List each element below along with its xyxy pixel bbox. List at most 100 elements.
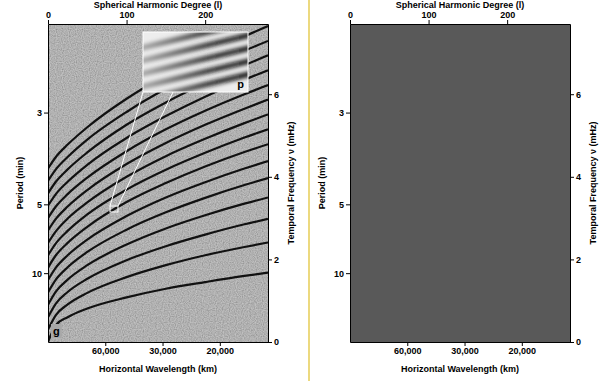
- panel-label: g: [53, 325, 60, 337]
- tick-mark: [346, 273, 350, 274]
- tick-mark: [44, 113, 48, 114]
- tick-label: 5: [339, 200, 344, 210]
- tick-label: 4: [576, 172, 581, 182]
- x-axis-top: 0 100 200: [46, 10, 269, 25]
- tick-label: 3: [37, 108, 42, 118]
- x-axis-title-bottom: Horizontal Wavelength (km): [401, 364, 519, 374]
- tick-mark: [44, 273, 48, 274]
- axis-line: [268, 25, 269, 343]
- tick-mark: [48, 20, 49, 24]
- inset-stripe: [143, 72, 248, 92]
- axis-line: [48, 25, 49, 343]
- plot-fill: [350, 24, 570, 342]
- y-axis-title-right: Temporal Frequency ν (mHz): [286, 122, 296, 245]
- tick: 4: [570, 172, 581, 182]
- x-axis-title-top: Spherical Harmonic Degree (l): [396, 0, 525, 10]
- panel: pg010020060,00030,00020,00035100246Spher…: [15, 0, 296, 374]
- inset: p: [110, 20, 258, 212]
- tick-label: 6: [576, 90, 581, 100]
- tick: 0: [46, 10, 51, 24]
- tick-mark: [570, 342, 574, 343]
- ridge-line: [48, 129, 268, 255]
- tick: 5: [339, 200, 350, 210]
- tick-label: 6: [274, 90, 279, 100]
- x-axis-title-top: Spherical Harmonic Degree (l): [94, 0, 223, 10]
- axis-line: [351, 24, 571, 25]
- y-axis-left: 3 5 10: [334, 25, 351, 343]
- tick: 100: [120, 10, 135, 24]
- inset-label: p: [237, 78, 244, 90]
- tick-mark: [346, 113, 350, 114]
- tick-label: 100: [120, 10, 135, 20]
- tick: 2: [268, 255, 279, 265]
- tick-label: 4: [274, 172, 279, 182]
- tick-label: 200: [198, 10, 213, 20]
- y-axis-right: 0246: [570, 25, 581, 348]
- axis-line: [49, 24, 269, 25]
- tick-label: 20,000: [509, 346, 537, 356]
- tick: 200: [500, 10, 515, 24]
- plot-background: [48, 24, 268, 342]
- tick-label: 0: [348, 10, 353, 20]
- panel-label-group: g: [51, 324, 62, 338]
- tick: 100: [422, 10, 437, 24]
- tick-label: 20,000: [207, 346, 235, 356]
- tick: 20,000: [207, 342, 235, 356]
- axis-line: [351, 342, 571, 343]
- tick-label: 100: [422, 10, 437, 20]
- axis-line: [350, 25, 351, 343]
- tick: 60,000: [394, 342, 422, 356]
- tick-mark: [570, 94, 574, 95]
- tick-mark: [268, 94, 272, 95]
- tick-mark: [507, 20, 508, 24]
- tick: 60,000: [92, 342, 120, 356]
- divider: [308, 0, 310, 381]
- tick: 20,000: [509, 342, 537, 356]
- plot-area: [350, 24, 570, 342]
- tick-mark: [429, 20, 430, 24]
- ridge-line: [48, 26, 268, 168]
- inset-frame: [143, 32, 248, 92]
- x-axis-top: 0 100 200: [348, 10, 571, 25]
- tick-label: 3: [339, 108, 344, 118]
- inset-stripes: [143, 32, 248, 92]
- x-axis-title-bottom: Horizontal Wavelength (km): [99, 364, 217, 374]
- tick-mark: [268, 259, 272, 260]
- tick-mark: [127, 20, 128, 24]
- tick-label: 2: [576, 255, 581, 265]
- tick-mark: [570, 177, 574, 178]
- x-axis-bottom: 60,00030,00020,000: [351, 342, 571, 356]
- figure: pg010020060,00030,00020,00035100246Spher…: [0, 0, 603, 381]
- y-axis-title-left: Period (min): [317, 157, 327, 210]
- tick: 2: [570, 255, 581, 265]
- tick-label: 10: [334, 269, 344, 279]
- tick: 6: [268, 90, 279, 100]
- plot-area: [48, 24, 268, 342]
- tick-label: 200: [500, 10, 515, 20]
- tick: 200: [198, 10, 213, 24]
- zoom-source-box: [110, 206, 118, 212]
- x-axis-bottom: 60,000 30,000 20,000: [49, 342, 269, 356]
- y-axis-right: 0 2 4 6: [268, 25, 279, 348]
- y-axis-title-left: Period (min): [15, 157, 25, 210]
- tick-label: 10: [32, 269, 42, 279]
- zoom-connector: [118, 92, 173, 206]
- y-axis-title-right: Temporal Frequency ν (mHz): [588, 122, 598, 245]
- tick-mark: [346, 204, 350, 205]
- tick-label: 5: [37, 200, 42, 210]
- tick-mark: [205, 20, 206, 24]
- tick-label: 0: [274, 337, 279, 347]
- tick-mark: [44, 204, 48, 205]
- tick: 6: [570, 90, 581, 100]
- tick-label: 60,000: [394, 346, 422, 356]
- tick: 10: [334, 269, 350, 279]
- panel: 010020060,00030,00020,00035100246Spheric…: [317, 0, 598, 374]
- ridge-line: [48, 197, 268, 304]
- tick-mark: [350, 20, 351, 24]
- tick: 3: [339, 108, 350, 118]
- tick: 30,000: [149, 342, 177, 356]
- tick: 0: [348, 10, 353, 24]
- ridge-line: [48, 85, 268, 218]
- tick: 4: [268, 172, 279, 182]
- tick: 10: [32, 269, 48, 279]
